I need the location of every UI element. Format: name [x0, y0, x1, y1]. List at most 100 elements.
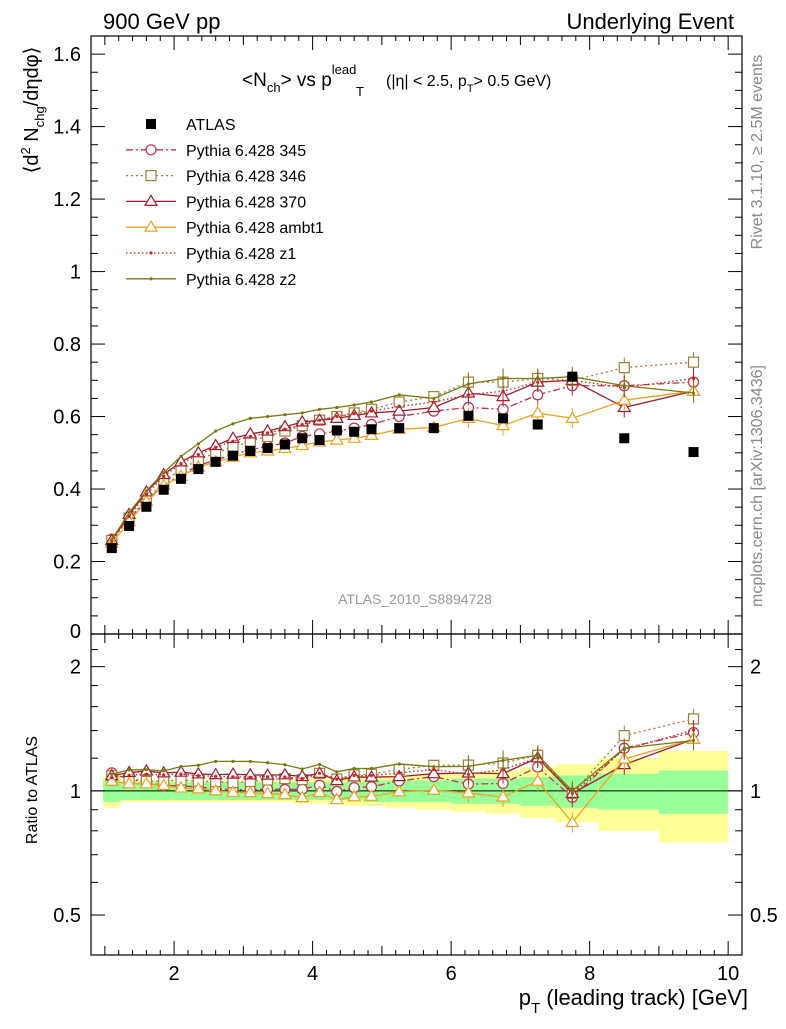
y-axis-label: ⟨d2 Nchg/dηdφ⟩: [18, 47, 47, 174]
series-2-ratio-point: [392, 769, 407, 782]
ratio-y-tick-label-right: 2: [750, 657, 761, 679]
series-4-point: [266, 431, 270, 435]
y-tick-label: 0.6: [53, 407, 81, 429]
series-5-point: [231, 422, 235, 426]
mcplots-label: mcplots.cern.ch [arXiv:1306.3436]: [749, 365, 766, 607]
series-5-point: [501, 376, 505, 381]
title-cond-sub: T: [467, 83, 474, 95]
series-3-ratio-point: [225, 785, 241, 797]
series-5-ratio-point: [622, 746, 626, 750]
series-5-point: [466, 382, 471, 386]
x-tick-label: 10: [717, 963, 739, 985]
series-3-point: [565, 411, 580, 423]
series-4-ratio-point: [397, 771, 401, 775]
title-cond: (|η| < 2.5, p: [386, 73, 467, 90]
series-4-ratio-line: [111, 729, 694, 795]
y-tick-label: 1: [70, 262, 81, 284]
legend-marker-2: [145, 170, 157, 182]
series-4-point: [162, 474, 166, 478]
series-5-point: [248, 416, 252, 420]
atlas-point: [463, 410, 474, 421]
series-4-ratio-point: [266, 775, 270, 779]
atlas-point: [567, 371, 578, 382]
series-3-ratio-point: [139, 776, 154, 789]
legend-marker-1: [145, 144, 157, 156]
series-5-ratio-point: [283, 763, 287, 767]
series-4-point: [283, 427, 287, 431]
series-5-point: [283, 413, 287, 417]
series-5-point: [432, 396, 436, 401]
series-4-line: [111, 377, 694, 542]
series-4-point: [369, 409, 374, 413]
ratio-y-tick-label-right: 0.5: [750, 905, 778, 927]
series-5-point: [196, 442, 200, 446]
ratio-bands: [91, 750, 742, 843]
series-2-ratio-point: [426, 766, 441, 779]
atlas-point: [331, 425, 342, 436]
legend-marker-6: [149, 277, 153, 281]
y-tick-label: 0.2: [53, 552, 81, 574]
series-5-point: [179, 454, 183, 459]
title-cond-end: > 0.5 GeV): [474, 73, 552, 90]
series-2-ratio-point: [295, 769, 310, 782]
y-tick-label: 0.8: [53, 334, 81, 356]
series-2-point: [191, 445, 206, 458]
ratio-y-tick-label-right: 1: [750, 781, 761, 803]
series-4-ratio-point: [300, 777, 304, 781]
series-4-point: [231, 439, 235, 443]
series-4-ratio-point: [335, 777, 339, 781]
analysis-watermark: ATLAS_2010_S8894728: [338, 591, 492, 607]
series-3-point: [347, 431, 362, 443]
series-4-ratio-point: [144, 772, 149, 776]
series-4-point: [317, 418, 322, 422]
series-3-ratio-point: [565, 815, 580, 828]
atlas-point: [532, 419, 543, 430]
y-tick-label: 0.4: [53, 479, 81, 501]
series-4-point: [691, 376, 696, 381]
series-3-ratio-point: [122, 776, 137, 789]
series-3-point: [364, 428, 379, 440]
series-1-point: [687, 356, 700, 368]
series-2-point: [392, 403, 407, 416]
title-open: <N: [242, 70, 267, 91]
series-5-point: [144, 489, 149, 493]
ratio-y-tick-label: 2: [70, 657, 81, 679]
series-4-ratio-point: [231, 775, 235, 779]
series-5-point: [162, 471, 166, 475]
series-4-ratio-point: [214, 774, 218, 778]
series-5-ratio-line: [111, 739, 694, 792]
legend-label-5: Pythia 6.428 z1: [186, 246, 296, 263]
series-4-point: [300, 422, 304, 427]
rivet-version-label: Rivet 3.1.10, ≥ 2.5M events: [749, 55, 766, 250]
series-4-point: [127, 514, 131, 518]
x-tick-label: 6: [446, 963, 457, 985]
series-5-ratio-point: [317, 762, 322, 767]
x-axis-label: pT (leading track) [GeV]: [519, 985, 748, 1017]
series-5-ratio-point: [335, 770, 339, 774]
series-5-point: [691, 391, 696, 395]
series-5-point: [536, 376, 540, 381]
series-3-ratio-point: [496, 789, 511, 802]
legend-label-1: Pythia 6.428 345: [186, 143, 306, 160]
legend-label-0: ATLAS: [186, 117, 236, 134]
series-3-ratio-point: [295, 790, 310, 803]
series-4-ratio-point: [691, 728, 696, 732]
legend-label-6: Pythia 6.428 z2: [186, 272, 296, 289]
series-5-ratio-point: [127, 768, 131, 772]
series-5-ratio-point: [501, 758, 505, 763]
series-3-ratio-point: [461, 785, 476, 798]
series-3-ratio-point: [191, 781, 206, 794]
series-3-point: [496, 418, 511, 431]
series-5-ratio-point: [231, 759, 235, 763]
title-sup-lead: lead: [332, 62, 357, 77]
series-4-ratio-point: [127, 773, 131, 777]
series-5-point: [335, 405, 339, 410]
atlas-point: [366, 424, 377, 435]
series-5-point: [214, 429, 218, 433]
legend: ATLAS Pythia 6.428 345 Pythia 6.428 346 Pyt…: [126, 117, 324, 289]
series-4-point: [248, 434, 252, 439]
series-5-ratio-point: [266, 761, 270, 765]
series-5-ratio-point: [214, 759, 218, 763]
series-3-point: [617, 393, 632, 405]
series-2-point: [208, 438, 223, 451]
